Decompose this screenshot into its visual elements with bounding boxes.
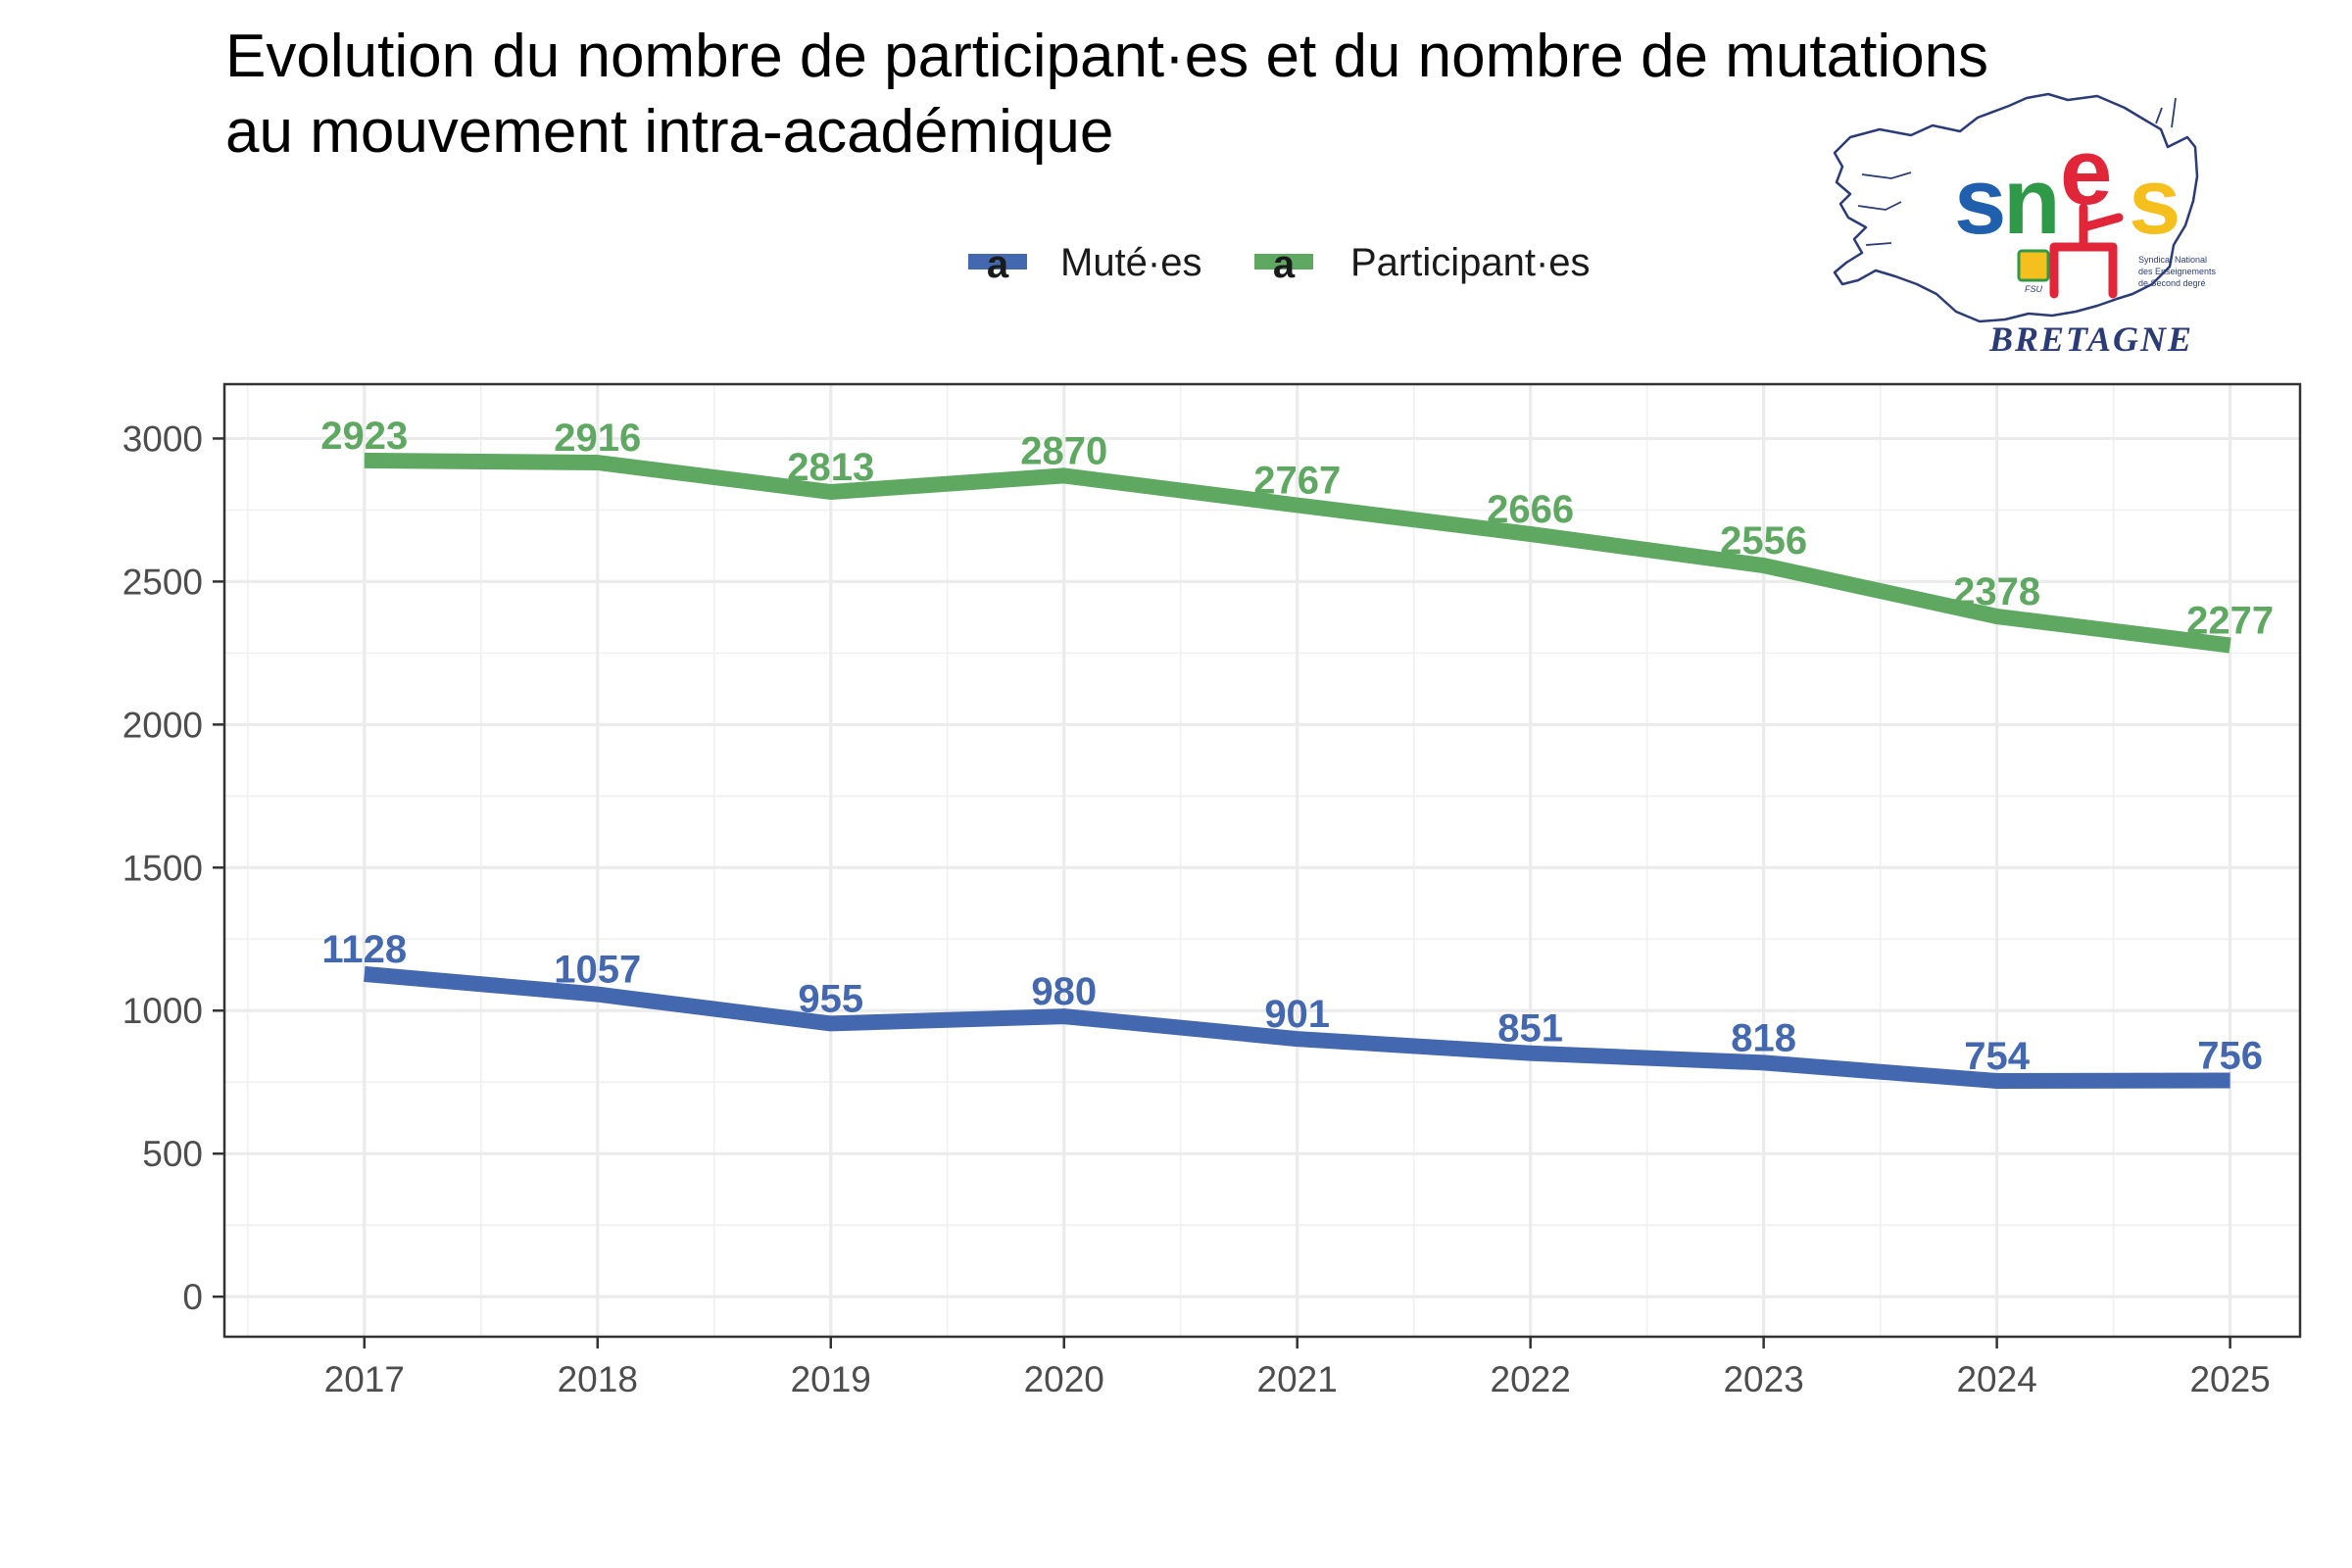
x-tick-label: 2020	[1024, 1359, 1104, 1399]
x-tick-label: 2017	[324, 1359, 405, 1399]
legend-key-glyph-participantes: a	[1273, 243, 1296, 286]
plot-panel: 1128 1057 955 980 901 851 818 754 756 2923 2916 281…	[222, 382, 2302, 1339]
data-label-participantes: 2378	[1953, 570, 2040, 613]
data-label-mutees: 818	[1731, 1016, 1796, 1059]
y-tick-label: 1000	[122, 991, 203, 1031]
data-label-mutees: 980	[1031, 970, 1097, 1013]
series-lines	[364, 452, 2231, 1089]
data-label-mutees: 1128	[321, 928, 407, 971]
legend-item-mutees: a Muté·es	[968, 241, 1202, 286]
fsu-badge-icon	[2017, 249, 2050, 282]
legend-item-participantes: a Participant·es	[1254, 241, 1591, 286]
data-label-mutees: 756	[2197, 1034, 2263, 1077]
data-label-participantes: 2666	[1487, 488, 1574, 531]
logo-org-line-1: Syndicat National	[2138, 255, 2207, 265]
chart-title-line-2: au mouvement intra-académique	[225, 98, 1113, 166]
x-tick-label: 2019	[791, 1359, 871, 1399]
x-tick-label: 2021	[1257, 1359, 1338, 1399]
legend-label-mutees: Muté·es	[1060, 241, 1202, 284]
snes-fsu-bretagne-logo: s n e s FSU Syndicat National des Enseig…	[1833, 92, 2217, 359]
x-axis: 2017 2018 2019 2020 2021 2022 2023 2024 2025	[324, 1337, 2271, 1399]
x-tick-label: 2022	[1491, 1359, 1571, 1399]
logo-letter-s: s	[1954, 149, 2006, 254]
logo-org-line-3: de Second degré	[2138, 278, 2206, 288]
data-labels: 1128 1057 955 980 901 851 818 754 756 2923 2916 281…	[320, 415, 2274, 1078]
logo-org-line-2: des Enseignements	[2138, 267, 2217, 276]
data-label-mutees: 1057	[554, 949, 641, 992]
y-tick-label: 3000	[122, 418, 203, 459]
data-label-mutees: 754	[1964, 1035, 2030, 1078]
logo-letter-n: n	[2003, 149, 2061, 254]
y-axis: 0 500 1000 1500 2000 2500 3000	[122, 418, 224, 1317]
x-tick-label: 2018	[558, 1359, 638, 1399]
y-tick-label: 1500	[122, 848, 203, 888]
map-coast-detail-icon	[1857, 97, 2177, 246]
logo-region: BRETAGNE	[1988, 319, 2193, 359]
logo-affiliation: FSU	[2025, 284, 2043, 294]
y-tick-label: 0	[182, 1277, 203, 1317]
data-label-participantes: 2813	[787, 446, 874, 489]
x-tick-label: 2023	[1723, 1359, 1803, 1399]
data-label-participantes: 2556	[1720, 519, 1807, 563]
data-label-participantes: 2870	[1020, 429, 1107, 472]
data-label-mutees: 851	[1497, 1007, 1563, 1051]
data-label-participantes: 2277	[2186, 599, 2274, 642]
data-label-mutees: 901	[1264, 993, 1330, 1036]
minor-gridlines	[224, 384, 2300, 1337]
x-tick-label: 2025	[2189, 1359, 2270, 1399]
panel-border	[222, 382, 2302, 1339]
chart-legend: a Muté·es a Participant·es	[968, 241, 1591, 286]
major-gridlines	[224, 384, 2300, 1337]
y-tick-label: 2000	[122, 705, 203, 745]
data-label-participantes: 2767	[1253, 459, 1341, 502]
y-tick-label: 500	[142, 1134, 203, 1174]
logo-letter-s2: s	[2129, 149, 2180, 254]
legend-key-glyph-mutees: a	[987, 243, 1009, 286]
data-label-participantes: 2923	[320, 415, 408, 458]
logo-figure-icon	[2049, 203, 2124, 299]
y-tick-label: 2500	[122, 562, 203, 602]
legend-label-participantes: Participant·es	[1350, 241, 1591, 284]
x-tick-label: 2024	[1956, 1359, 2036, 1399]
brittany-map-icon	[1833, 92, 2199, 323]
data-label-mutees: 955	[798, 977, 863, 1020]
data-label-participantes: 2916	[554, 416, 641, 460]
chart-title-line-1: Evolution du nombre de participant·es et…	[225, 23, 1988, 90]
